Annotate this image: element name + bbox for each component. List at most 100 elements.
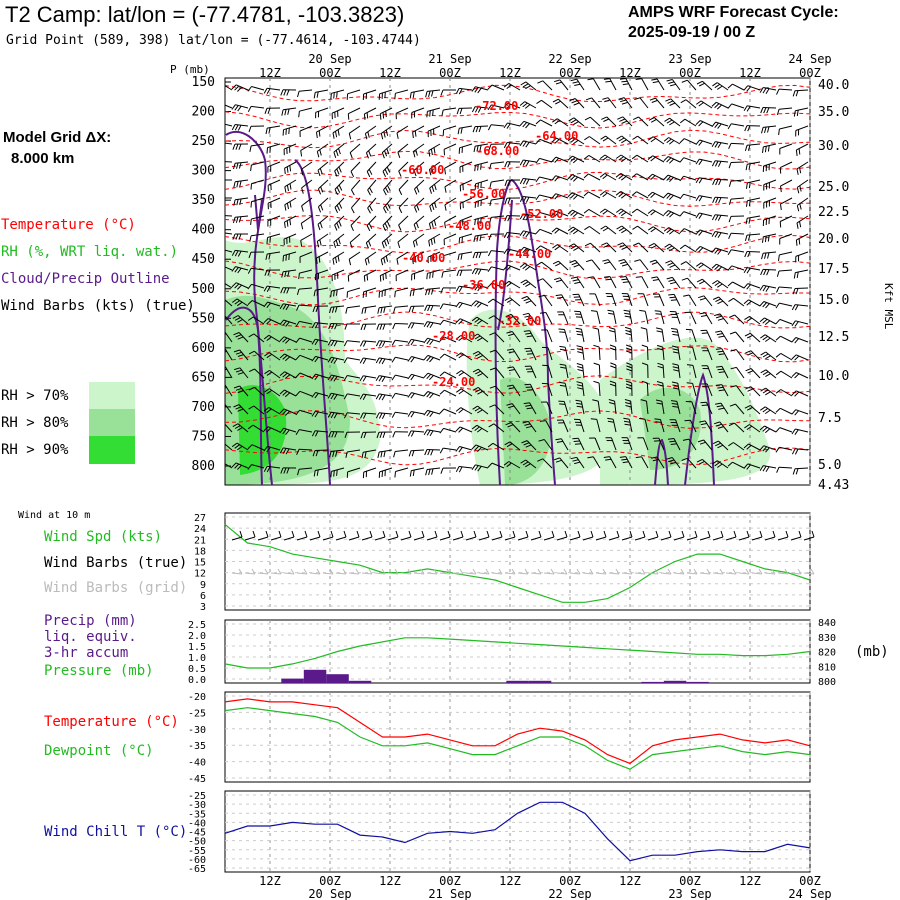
wind-barb — [398, 179, 409, 196]
wind-barb — [376, 431, 393, 439]
wind-barb — [263, 334, 281, 343]
wind-10m-label: Wind at 10 m — [18, 510, 91, 521]
wind-barb — [503, 102, 521, 110]
wind-barb — [669, 311, 681, 325]
wind-barb — [639, 309, 649, 325]
grid-wind-barb-feather — [277, 568, 282, 575]
wind-barb — [455, 466, 473, 473]
wind-barb — [647, 209, 665, 217]
legend-rh: RH (%, WRT liq. wat.) — [1, 244, 179, 260]
surface-wind-barb-feather — [408, 530, 412, 538]
surface-wind-barb-feather — [707, 530, 711, 538]
surface-wind-barb-feather — [434, 530, 438, 538]
surface-wind-barb-feather — [239, 530, 243, 538]
wind-barb — [576, 381, 585, 397]
surface-wind-barb-feather — [564, 530, 568, 538]
grid-wind-barb — [517, 572, 529, 575]
date-label-top: 22 Sep — [548, 52, 591, 66]
rh80-swatch — [89, 409, 135, 436]
wind-barb — [375, 375, 393, 383]
wind-barb — [506, 403, 521, 415]
wind-barb — [663, 227, 681, 235]
cloud-outline-path — [684, 372, 715, 485]
wind-barb — [296, 287, 313, 296]
wind-barb — [541, 401, 553, 415]
wind-barb — [599, 154, 617, 163]
wind-barb — [601, 116, 617, 127]
wind-barb — [487, 104, 505, 111]
wind-barb — [247, 267, 265, 274]
wind-barb — [522, 312, 537, 325]
wind-barb — [247, 105, 265, 113]
wind-barb — [312, 305, 329, 313]
time-tick-label-bottom: 12Z — [739, 874, 761, 888]
wind-barb — [423, 391, 441, 399]
model-grid-label: Model Grid ΔX: — [3, 129, 112, 146]
wind-barb — [760, 268, 777, 276]
axes-labels: 150 200 250 300 350 400 450 500 550 600 650 700 750 8… — [170, 52, 895, 493]
wind-barb — [381, 143, 393, 159]
wind-barb — [635, 78, 649, 91]
grid-wind-barb-feather — [667, 568, 672, 575]
wind-barb — [489, 367, 505, 379]
grid-wind-barb — [725, 572, 737, 575]
wind-barb — [266, 143, 281, 154]
wind-barb — [744, 315, 761, 325]
surface-wind-barb-feather — [330, 530, 334, 538]
pressure-tick-label: 400 — [192, 223, 215, 238]
wind-barb — [264, 388, 281, 397]
grid-wind-barb-feather — [394, 568, 399, 575]
wind-barb — [635, 456, 649, 469]
surface-wind-barb-feather — [421, 530, 425, 538]
wind-barb — [699, 420, 713, 433]
wind-barb — [347, 269, 361, 282]
wind-barb — [593, 344, 601, 361]
wind-barb — [641, 344, 649, 361]
wind-barb — [792, 89, 809, 97]
wind-barb — [729, 403, 745, 415]
surface-wind-barb-feather — [681, 530, 685, 538]
wind-barb — [327, 374, 345, 382]
wind-barb — [570, 78, 585, 91]
wind-barb — [280, 287, 297, 294]
surface-wind-barb — [712, 536, 724, 541]
wind-barb — [679, 175, 697, 182]
wind-barb — [656, 381, 665, 397]
wind-barb — [428, 215, 441, 230]
wind-barb — [542, 364, 553, 379]
wind-barb — [487, 84, 505, 91]
wind-barb — [264, 269, 281, 276]
wind-barb — [711, 160, 729, 167]
wind-barb — [487, 250, 505, 257]
wind-barb — [300, 233, 313, 247]
wind-barb — [231, 84, 249, 92]
wind-barb — [538, 294, 553, 307]
pressure-line — [224, 637, 811, 669]
wind-barb — [519, 178, 537, 185]
grid-wind-barb-feather — [251, 568, 256, 575]
wind-barb — [793, 269, 809, 279]
wind-barb — [583, 208, 601, 217]
wind-barb — [541, 329, 553, 343]
wind-barb — [648, 226, 665, 235]
wind-barb — [619, 456, 633, 469]
date-label-bottom: 20 Sep — [308, 887, 351, 900]
wind-barb — [552, 244, 569, 253]
grid-wind-barb — [296, 572, 308, 575]
wind-barb — [743, 443, 761, 451]
wind-barb — [759, 445, 777, 453]
wind-barb — [605, 293, 617, 307]
wind-barb — [663, 174, 681, 183]
wind-barb — [519, 213, 537, 221]
wind-barb — [311, 410, 329, 418]
wind-barb — [315, 107, 329, 119]
precip-bar — [528, 680, 552, 683]
grid-wind-barb-feather — [706, 568, 711, 575]
wind-barb — [745, 368, 761, 379]
wind-barb — [247, 424, 265, 433]
wind-barb — [329, 305, 345, 314]
wind-barb — [381, 233, 393, 249]
pressure-tick-label: 750 — [192, 429, 215, 444]
wind-barb — [727, 123, 745, 130]
wind-barb — [395, 107, 409, 120]
